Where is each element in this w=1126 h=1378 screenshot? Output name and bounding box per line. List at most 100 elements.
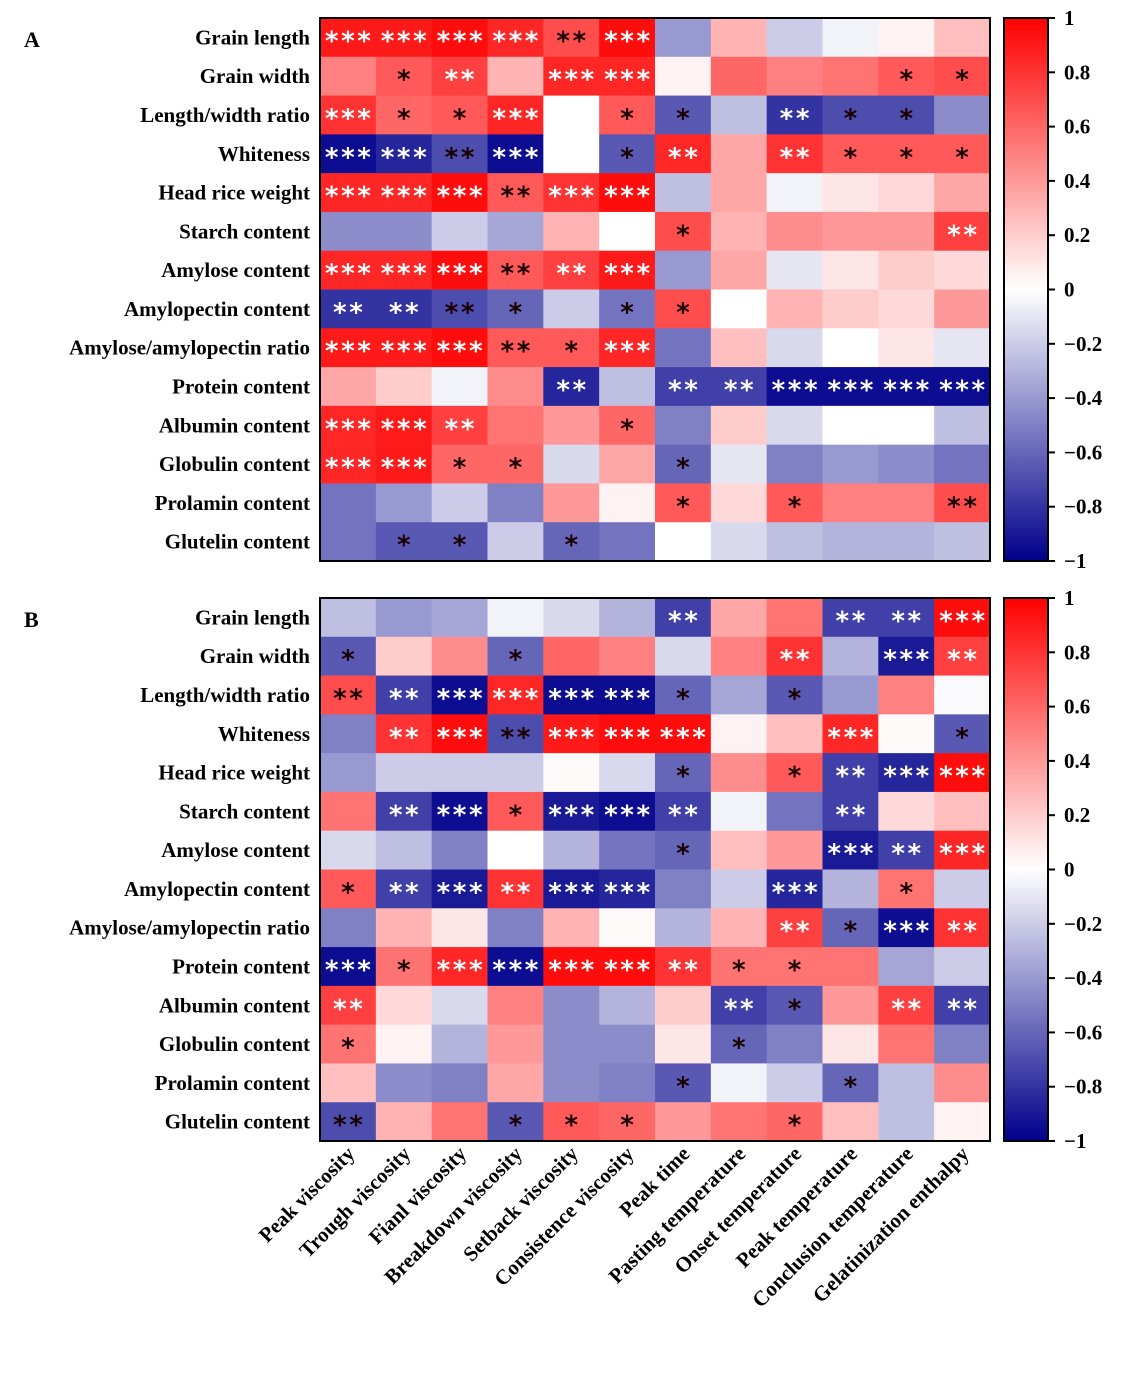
significance-marker: * * [836,762,866,792]
heatmap-cell [375,134,433,174]
heatmap-cell [655,18,712,58]
heatmap-cell [599,1102,656,1142]
heatmap-cell [655,522,712,562]
heatmap-cell [878,134,935,174]
heatmap-cell [431,830,488,870]
heatmap-cell [766,250,823,290]
significance-marker: * * * [883,917,929,947]
heatmap-cell [320,367,377,407]
heatmap-cell [766,1102,823,1142]
heatmap-cell [543,636,600,677]
heatmap-cell [599,869,656,909]
significance-marker: * * [445,298,475,328]
heatmap-cell [599,18,656,58]
heatmap-cell [878,830,935,870]
significance-marker: * [397,531,411,561]
heatmap-cell [320,522,377,562]
significance-marker: * * * [437,26,483,56]
heatmap-cell [766,1063,823,1103]
heatmap-cell [878,985,935,1026]
heatmap-cell [487,598,544,638]
heatmap-cell [934,211,991,252]
significance-marker: * * * [325,182,371,212]
heatmap-cell [431,522,488,562]
significance-marker: * * [947,645,977,675]
heatmap-cell [822,791,879,832]
significance-marker: * [397,65,411,95]
significance-marker: * * [947,492,977,522]
heatmap-cell [320,173,377,213]
significance-marker: * * [389,684,419,714]
heatmap-cell [710,1102,768,1142]
heatmap-cell [822,908,879,948]
heatmap-frame [319,597,991,1142]
heatmap-cell [934,173,991,213]
heatmap-cell [487,367,544,407]
colorbar-tick-label: 0 [1064,278,1075,302]
significance-marker: * * [780,104,810,134]
significance-marker: * * * [381,182,427,212]
row-label: Glutelin content [165,530,310,554]
heatmap-cell [320,908,377,948]
significance-marker: * [564,1111,578,1141]
significance-marker: * [676,492,690,522]
heatmap-cell [431,405,488,446]
significance-marker: * [453,453,467,483]
colorbar-tick-label: 0.6 [1064,115,1090,139]
heatmap-cell [431,95,488,135]
significance-marker: * * [668,375,698,405]
heatmap-cell [543,405,600,446]
colorbar-tick-label: 0.2 [1064,803,1090,827]
heatmap-cell [822,95,879,135]
heatmap-cell [375,328,433,368]
heatmap-cell [822,1063,879,1103]
heatmap-cell [543,908,600,948]
heatmap-cell [710,328,768,368]
heatmap-cell [934,328,991,368]
colorbar-tick-label: −0.2 [1064,912,1102,936]
heatmap-cell [375,947,433,987]
heatmap-cell [599,56,656,97]
heatmap-cell [655,791,712,832]
heatmap-cell [822,483,879,523]
heatmap-cell [599,598,656,638]
significance-marker: * * [501,182,531,212]
significance-marker: * * [556,375,586,405]
significance-marker: * * * [772,375,818,405]
heatmap-cell [766,675,823,715]
row-label: Protein content [172,374,310,398]
heatmap-cell [487,522,544,562]
heatmap-cell [599,134,656,174]
heatmap-cell [655,869,712,909]
heatmap-cell [599,830,656,870]
heatmap-cell [599,367,656,407]
heatmap-cell [599,211,656,252]
significance-marker: * * * [437,723,483,753]
significance-marker: * * [556,26,586,56]
significance-marker: * * [333,298,363,328]
heatmap-cell [710,18,768,58]
colorbar-tick-label: 1 [1064,6,1075,30]
significance-marker: * * * [883,762,929,792]
significance-marker: * * [501,878,531,908]
heatmap-cell [655,1024,712,1064]
significance-marker: * * * [604,65,650,95]
heatmap-cell [655,289,712,329]
heatmap-cell [766,444,823,484]
significance-marker: * * * [381,259,427,289]
row-label: Amylopectin content [124,297,310,321]
significance-marker: * * * [604,878,650,908]
significance-marker: * * * [437,337,483,367]
heatmap-cell [822,328,879,368]
heatmap-cell [655,367,712,407]
heatmap-cell [375,869,433,909]
row-label: Grain length [195,25,310,49]
heatmap-cell [766,522,823,562]
heatmap-cell [375,1063,433,1103]
heatmap-cell [599,985,656,1026]
heatmap-cell [766,18,823,58]
significance-marker: * * * [437,878,483,908]
panel-label-b: B [24,607,39,632]
heatmap-cell [431,444,488,484]
heatmap-cell [543,1102,600,1142]
